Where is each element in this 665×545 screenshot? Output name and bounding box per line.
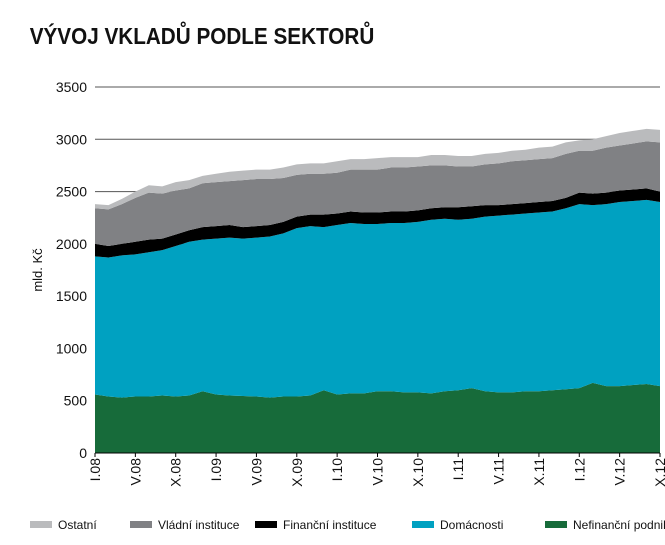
x-tick-label: I.10: [329, 458, 345, 482]
legend-swatch: [130, 521, 152, 528]
x-tick-label: V.12: [612, 458, 628, 486]
x-tick-label: X.10: [410, 458, 426, 487]
x-tick-label: X.12: [652, 458, 665, 487]
x-tick-label: X.11: [531, 458, 547, 486]
x-tick-label: X.08: [168, 458, 184, 487]
x-tick-label: V.08: [127, 458, 143, 486]
x-tick-label: I.08: [87, 458, 103, 482]
legend-label: Nefinanční podniky: [573, 518, 665, 532]
y-axis-label: mld. Kč: [30, 248, 45, 292]
legend-swatch: [412, 521, 434, 528]
y-tick-label: 3500: [56, 79, 87, 95]
area: [95, 141, 660, 246]
area: [95, 382, 660, 453]
legend-swatch: [255, 521, 277, 528]
y-tick-label: 500: [64, 393, 88, 409]
x-tick-label: V.09: [248, 458, 264, 486]
x-tick-label: I.09: [208, 458, 224, 482]
y-tick-label: 3000: [56, 131, 87, 147]
x-tick-label: X.09: [289, 458, 305, 487]
legend-swatch: [545, 521, 567, 528]
chart-title: VÝVOJ VKLADŮ PODLE SEKTORŮ: [30, 20, 375, 49]
legend-label: Ostatní: [58, 518, 97, 532]
y-tick-label: 2500: [56, 184, 87, 200]
x-tick-label: V.10: [370, 458, 386, 486]
area: [95, 199, 660, 398]
x-tick-label: I.11: [450, 458, 466, 481]
y-tick-label: 0: [79, 445, 87, 461]
x-tick-label: V.11: [491, 458, 507, 485]
y-tick-label: 2000: [56, 236, 87, 252]
x-tick-label: I.12: [571, 458, 587, 482]
y-tick-label: 1000: [56, 340, 87, 356]
area: [95, 188, 660, 258]
legend-label: Domácnosti: [440, 518, 503, 532]
y-tick-label: 1500: [56, 288, 87, 304]
legend-label: Vládní instituce: [158, 518, 240, 532]
legend-swatch: [30, 521, 52, 528]
legend-label: Finanční instituce: [283, 518, 377, 532]
area: [95, 128, 660, 210]
